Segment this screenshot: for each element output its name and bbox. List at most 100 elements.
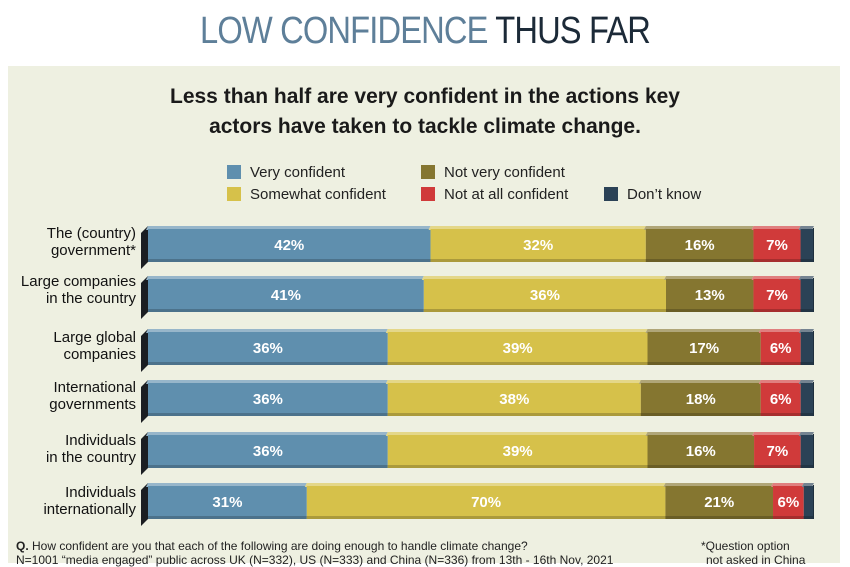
bar-segment-shadow xyxy=(148,413,388,416)
bar-segment-shadow xyxy=(148,309,424,312)
legend-not-very-confident: Not very confident xyxy=(421,162,565,182)
bar-segment-shadow xyxy=(645,259,754,262)
legend-somewhat-confident: Somewhat confident xyxy=(227,184,386,204)
bar-segment-shadow xyxy=(430,259,646,262)
legend-dont-know: Don’t know xyxy=(604,184,701,204)
data-label: 18% xyxy=(686,391,716,408)
legend-label-not-at-all-confident: Not at all confident xyxy=(444,185,569,203)
data-label: 36% xyxy=(253,340,283,357)
data-label: 36% xyxy=(530,287,560,304)
bar-segment-shadow xyxy=(148,516,307,519)
footnote-sample: N=1001 “media engaged” public across UK … xyxy=(16,553,614,567)
bar-segment-shadow xyxy=(773,516,804,519)
page-title-part2: THUS FAR xyxy=(495,10,651,52)
row-label-individuals-country: Individuals in the country xyxy=(10,432,136,466)
footnote-note-line1: *Question option xyxy=(701,539,790,553)
bar-segment-shadow xyxy=(800,259,814,262)
bar-segment xyxy=(645,229,754,262)
row-label-large-global-companies: Large global companies xyxy=(10,329,136,363)
chart-title: Less than half are very confident in the… xyxy=(0,82,850,142)
page-title: LOW CONFIDENCE THUS FAR xyxy=(60,6,791,56)
bar-right-edge xyxy=(813,382,814,416)
bar-segment-shadow xyxy=(760,362,801,365)
legend-swatch-somewhat-confident xyxy=(227,187,241,201)
bar-segment xyxy=(760,332,801,365)
legend-not-at-all-confident: Not at all confident xyxy=(421,184,568,204)
bar-segment-shadow xyxy=(800,465,814,468)
data-label: 38% xyxy=(499,391,529,408)
data-label: 36% xyxy=(253,391,283,408)
bar-segment-shadow xyxy=(647,465,755,468)
data-label: 70% xyxy=(471,494,501,511)
bar-segment xyxy=(148,486,307,519)
bar-segment xyxy=(423,279,666,312)
bar-segment-shadow xyxy=(666,309,754,312)
legend-label-very-confident: Very confident xyxy=(250,163,346,181)
footnote-note-line2: not asked in China xyxy=(706,553,806,567)
bar-segment xyxy=(430,229,646,262)
bar-right-edge xyxy=(813,331,814,365)
bar-right-edge xyxy=(813,228,814,262)
row-label-line: in the country xyxy=(45,290,136,307)
row-label-individuals-internationally: Individuals internationally xyxy=(10,484,136,518)
bar-segment xyxy=(647,332,761,365)
row-label-line: in the country xyxy=(45,449,136,466)
bar-segment-shadow xyxy=(800,413,814,416)
bar-segment-shadow xyxy=(148,259,431,262)
data-label: 16% xyxy=(685,237,715,254)
row-label-international-governments: International governments xyxy=(10,379,136,413)
footnote-question: Q. How confident are you that each of th… xyxy=(16,539,528,553)
data-label: 17% xyxy=(689,340,719,357)
data-label: 39% xyxy=(503,443,533,460)
data-label: 42% xyxy=(274,237,304,254)
data-label: 7% xyxy=(766,237,788,254)
data-label: 21% xyxy=(704,494,734,511)
bar-segment-shadow xyxy=(753,259,801,262)
legend-swatch-not-very-confident xyxy=(421,165,435,179)
data-label: 7% xyxy=(766,287,788,304)
bar-segment-shadow xyxy=(306,516,666,519)
bar-segment xyxy=(800,332,814,365)
bar-segment-shadow xyxy=(800,362,814,365)
legend-label-dont-know: Don’t know xyxy=(627,185,702,203)
bar-end-cap xyxy=(141,432,148,475)
bar-segment-shadow xyxy=(387,413,641,416)
row-label-line: International xyxy=(53,379,136,396)
legend-swatch-dont-know xyxy=(604,187,618,201)
bar-segment-shadow xyxy=(148,465,388,468)
legend-label-somewhat-confident: Somewhat confident xyxy=(250,185,386,203)
bar-segment-shadow xyxy=(387,362,648,365)
bar-segment xyxy=(666,279,754,312)
row-label-line: The (country) xyxy=(46,225,136,242)
bar-segment-shadow xyxy=(647,362,761,365)
bar-segment xyxy=(148,332,388,365)
chart-title-line1: Less than half are very confident in the… xyxy=(170,85,680,108)
row-label-line: Large global xyxy=(53,329,136,346)
footnote-question-prefix: Q. xyxy=(16,539,29,553)
bar-segment xyxy=(647,435,755,468)
row-label-line: internationally xyxy=(43,501,136,518)
bar-segment xyxy=(753,279,801,312)
row-label-line: governments xyxy=(49,396,136,413)
data-label: 6% xyxy=(770,391,792,408)
legend-swatch-not-at-all-confident xyxy=(421,187,435,201)
bar-segment xyxy=(803,486,814,519)
bar-segment xyxy=(306,486,666,519)
bar-segment xyxy=(800,279,814,312)
data-label: 41% xyxy=(271,287,301,304)
bar-segment-shadow xyxy=(800,309,814,312)
bar-end-cap xyxy=(141,380,148,423)
bar-segment-shadow xyxy=(423,309,666,312)
bar-segment xyxy=(760,383,801,416)
bar-segment-shadow xyxy=(753,309,801,312)
bar-segment-shadow xyxy=(803,516,814,519)
bar-segment-shadow xyxy=(665,516,774,519)
chart-panel xyxy=(8,66,840,563)
data-label: 32% xyxy=(523,237,553,254)
data-label: 16% xyxy=(686,443,716,460)
bar-segment xyxy=(148,383,388,416)
bar-end-cap xyxy=(141,329,148,372)
bar-end-cap xyxy=(141,226,148,269)
bar-segment xyxy=(800,435,814,468)
